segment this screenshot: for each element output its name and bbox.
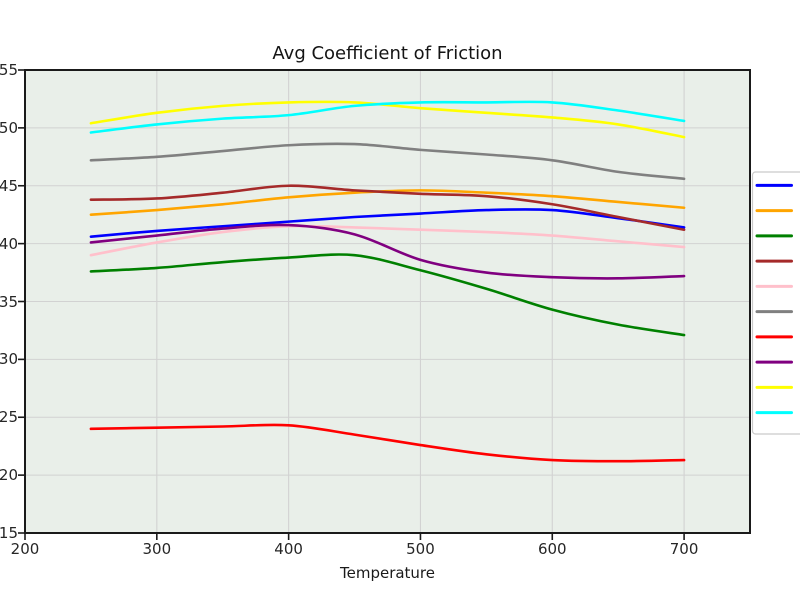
series-line-brown xyxy=(89,184,686,232)
series-line-cyan xyxy=(89,100,686,134)
x-tick-label: 500 xyxy=(406,540,435,558)
series-line-gray xyxy=(89,142,686,181)
y-tick-label: 55 xyxy=(0,61,18,79)
y-tick-label: 30 xyxy=(0,350,18,369)
y-tick-label: 15 xyxy=(0,524,18,542)
series-line-red xyxy=(89,423,686,463)
y-tick-label: 45 xyxy=(0,176,18,195)
x-tick-label: 300 xyxy=(142,540,172,558)
chart-title: Avg Coefficient of Friction xyxy=(272,43,503,64)
y-tick-label: 25 xyxy=(0,408,18,427)
y-tick-label: 40 xyxy=(0,234,18,253)
x-tick-label: 600 xyxy=(537,540,567,558)
series-line-blue xyxy=(89,208,686,238)
legend-box xyxy=(751,171,800,435)
x-tick-label: 200 xyxy=(10,540,40,558)
y-tick-label: 20 xyxy=(0,466,18,485)
y-tick-label: 50 xyxy=(0,118,18,137)
y-tick-label: 35 xyxy=(0,292,18,311)
x-tick-label: 400 xyxy=(274,540,303,558)
series-line-pink xyxy=(89,224,686,257)
series-line-purple xyxy=(89,223,686,280)
x-tick-label: 700 xyxy=(669,540,699,558)
x-axis-label: Temperature xyxy=(339,564,436,582)
series-line-green xyxy=(89,253,686,337)
series-line-yellow xyxy=(89,100,686,139)
axes-spines xyxy=(24,69,751,534)
